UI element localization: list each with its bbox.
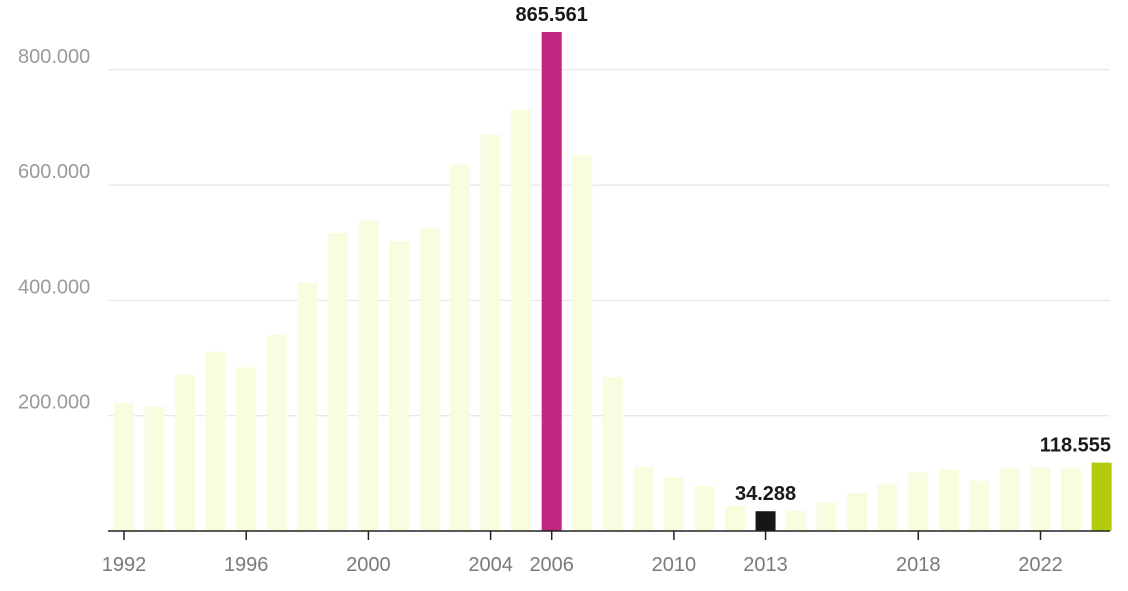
bar-2018 — [908, 472, 929, 531]
bar-2024 — [1091, 462, 1112, 531]
gridlines — [108, 69, 1110, 417]
x-tick-label: 2004 — [468, 554, 513, 576]
x-tick-label: 2013 — [743, 554, 788, 576]
bar-2004 — [480, 134, 501, 532]
bar-2002 — [419, 228, 440, 531]
bar-2015 — [816, 502, 837, 531]
bar-2013 — [755, 511, 776, 531]
x-tick-label: 1992 — [102, 554, 147, 576]
x-tick-label: 1996 — [224, 554, 269, 576]
x-tick-label: 2006 — [529, 554, 574, 576]
y-axis-labels: 200.000 400.000 600.000 800.000 — [18, 46, 90, 414]
y-tick-label: 400.000 — [18, 276, 90, 298]
bar-2016 — [847, 492, 868, 531]
bar-1992 — [114, 403, 134, 531]
bar-1995 — [205, 351, 226, 531]
data-label-2006: 865.561 — [516, 4, 588, 26]
bar-2017 — [877, 484, 898, 531]
x-axis-labels: 1992 1996 2000 2004 2006 2010 2013 2018 2022 — [102, 554, 1063, 576]
x-axis-ticks — [123, 531, 1042, 540]
x-tick-label: 2000 — [346, 554, 391, 576]
bar-1997 — [266, 334, 287, 531]
bar-2008 — [602, 377, 623, 531]
bar-2011 — [694, 486, 715, 531]
bar-2000 — [358, 220, 379, 532]
y-tick-label: 600.000 — [18, 161, 90, 183]
bar-2005 — [511, 109, 532, 532]
bar-2019 — [938, 469, 959, 531]
x-tick-label: 2022 — [1018, 554, 1063, 576]
data-label-2013: 34.288 — [735, 483, 796, 505]
bar-2020 — [969, 480, 990, 531]
bar-2009 — [633, 467, 654, 531]
bar-2010 — [663, 477, 684, 531]
data-labels: 865.561 34.288 118.555 — [516, 4, 1111, 505]
bar-2001 — [388, 241, 409, 531]
bar-2022 — [1030, 467, 1051, 531]
bar-2023 — [1061, 467, 1082, 531]
bar-1993 — [144, 406, 165, 531]
bar-2006 — [541, 32, 562, 531]
y-tick-label: 200.000 — [18, 392, 90, 414]
x-tick-label: 2018 — [896, 554, 941, 576]
bar-2021 — [999, 468, 1020, 531]
bar-2014 — [786, 510, 807, 531]
bar-1999 — [327, 232, 348, 531]
bar-1994 — [175, 374, 196, 531]
y-tick-label: 800.000 — [18, 46, 90, 68]
bar-1996 — [236, 367, 257, 531]
bar-1998 — [297, 282, 318, 531]
data-label-2024: 118.555 — [1040, 435, 1111, 457]
bar-2003 — [450, 164, 471, 531]
bar-2007 — [572, 155, 593, 531]
x-tick-label: 2010 — [652, 554, 697, 576]
bars — [114, 32, 1112, 532]
bar-2012 — [725, 506, 745, 531]
